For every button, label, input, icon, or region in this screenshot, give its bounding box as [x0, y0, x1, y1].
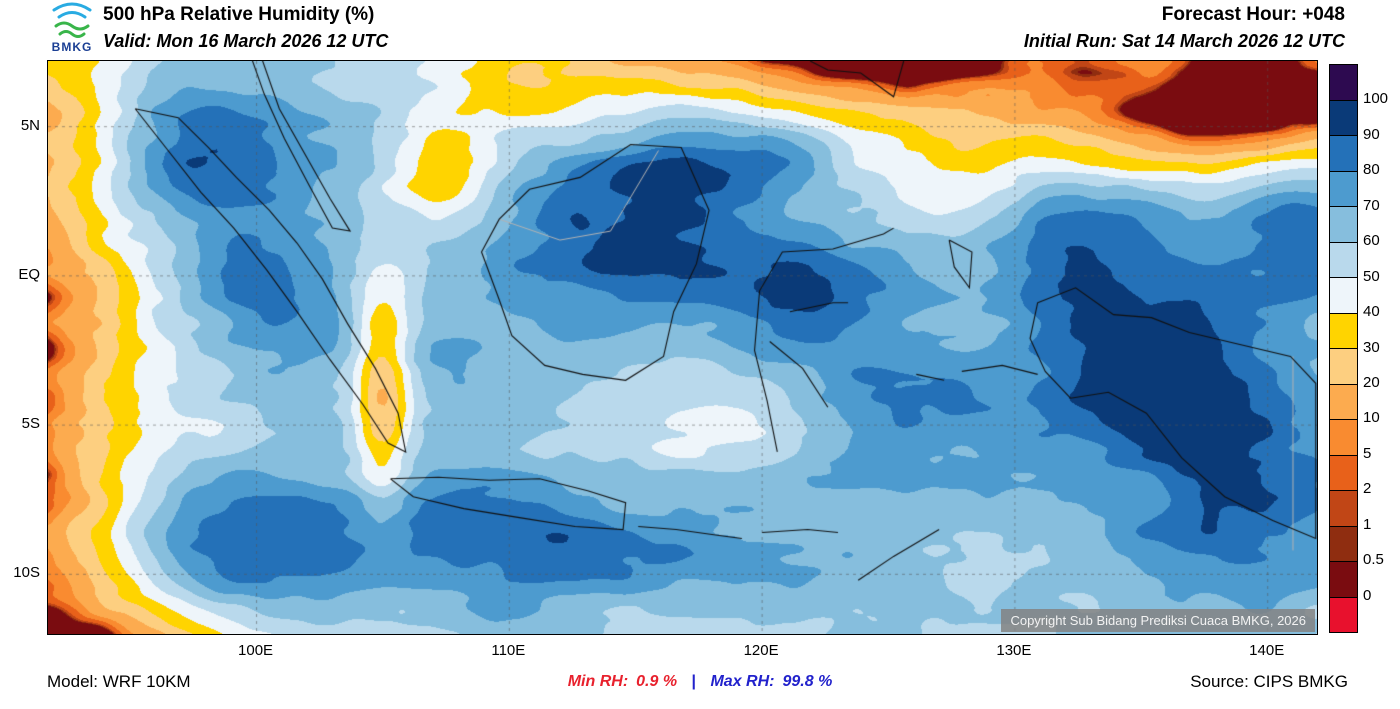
colorbar-segment-10 — [1330, 419, 1357, 455]
colorbar-segment-12 — [1330, 490, 1357, 526]
page-title: 500 hPa Relative Humidity (%) — [103, 4, 375, 25]
colorbar-segment-14 — [1330, 561, 1357, 597]
colorbar-segment-6 — [1330, 277, 1357, 313]
colorbar-label-1: 1 — [1363, 515, 1372, 533]
bmkg-logo: BMKG — [44, 1, 100, 59]
colorbar-label-10: 10 — [1363, 409, 1380, 427]
source-label: Source: CIPS BMKG — [1190, 672, 1348, 691]
colorbar-segment-5 — [1330, 241, 1357, 277]
colorbar-label-90: 90 — [1363, 125, 1380, 143]
max-rh: Max RH: 99.8 % — [710, 673, 832, 690]
lon-tick-110E: 110E — [491, 642, 526, 659]
minmax-rh: Min RH: 0.9 % | Max RH: 99.8 % — [568, 673, 833, 691]
colorbar-labels: 100 90 80 70 60 50 40 30 20 10 5 2 1 0.5 0 — [1363, 64, 1399, 631]
colorbar-segment-8 — [1330, 348, 1357, 384]
colorbar — [1329, 64, 1358, 633]
minmax-separator: | — [691, 673, 697, 690]
lat-tick-EQ: EQ — [18, 265, 40, 283]
min-rh-label: Min RH: — [567, 673, 629, 690]
bmkg-logo-icon — [52, 2, 92, 38]
bmkg-logo-text: BMKG — [51, 40, 93, 54]
colorbar-label-0.5: 0.5 — [1363, 551, 1384, 569]
lon-tick-100E: 100E — [238, 642, 274, 659]
colorbar-segment-4 — [1330, 206, 1357, 242]
colorbar-segment-15 — [1330, 596, 1357, 632]
colorbar-segment-1 — [1330, 99, 1357, 135]
max-rh-label: Max RH: — [710, 673, 775, 690]
colorbar-segment-2 — [1330, 135, 1357, 171]
model-label: Model: WRF 10KM — [47, 672, 191, 691]
min-rh-value: 0.9 % — [636, 673, 678, 690]
copyright-overlay: Copyright Sub Bidang Prediksi Cuaca BMKG… — [1001, 609, 1315, 632]
colorbar-label-60: 60 — [1363, 232, 1380, 250]
colorbar-label-100: 100 — [1363, 90, 1389, 108]
colorbar-label-2: 2 — [1363, 480, 1372, 498]
lat-tick-5N: 5N — [20, 116, 40, 134]
max-rh-value: 99.8 % — [782, 673, 833, 690]
lat-tick-5S: 5S — [21, 415, 40, 433]
colorbar-label-5: 5 — [1363, 444, 1372, 462]
colorbar-label-40: 40 — [1363, 303, 1380, 321]
colorbar-label-20: 20 — [1363, 373, 1380, 391]
colorbar-label-70: 70 — [1363, 196, 1380, 214]
valid-time: Valid: Mon 16 March 2026 12 UTC — [103, 31, 389, 51]
colorbar-segment-11 — [1330, 454, 1357, 490]
map-plot: Copyright Sub Bidang Prediksi Cuaca BMKG… — [47, 60, 1318, 635]
colorbar-label-50: 50 — [1363, 267, 1380, 285]
colorbar-label-80: 80 — [1363, 161, 1380, 179]
colorbar-label-30: 30 — [1363, 338, 1380, 356]
forecast-hour: Forecast Hour: +048 — [1161, 4, 1345, 25]
lon-tick-140E: 140E — [1249, 642, 1285, 659]
lat-tick-10S: 10S — [13, 564, 40, 582]
rh-field-canvas — [48, 61, 1317, 634]
colorbar-segment-7 — [1330, 312, 1357, 348]
colorbar-label-0: 0 — [1363, 586, 1372, 604]
initial-run: Initial Run: Sat 14 March 2026 12 UTC — [1023, 31, 1345, 51]
lon-tick-120E: 120E — [743, 642, 779, 659]
colorbar-segment-0 — [1330, 65, 1357, 100]
lon-tick-130E: 130E — [996, 642, 1032, 659]
colorbar-segment-3 — [1330, 170, 1357, 206]
min-rh: Min RH: 0.9 % — [568, 673, 677, 690]
colorbar-segment-13 — [1330, 525, 1357, 561]
colorbar-segment-9 — [1330, 383, 1357, 419]
